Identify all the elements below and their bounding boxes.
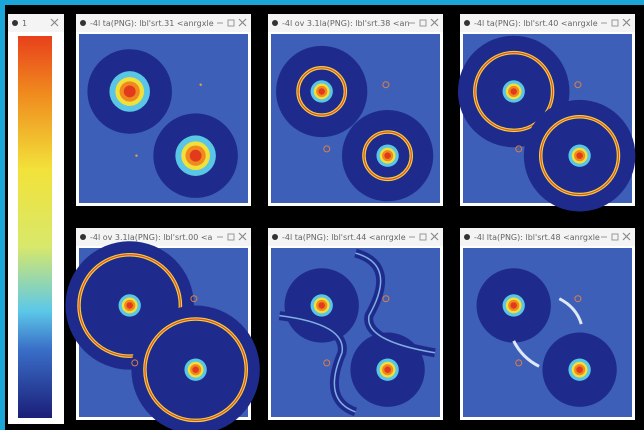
window-title: -4l ov 3.1la(PNG): lbl'srt.38 <an [282, 19, 410, 28]
desktop: 1 -4l ta(PNG): lbl'srt.31 <anrgxle -4l ov … [0, 0, 644, 430]
hot-core [318, 302, 325, 309]
window-title: -4l ta(PNG): lbl'srt.31 <anrgxle [90, 19, 214, 28]
window-title: 1 [22, 19, 27, 28]
marker [135, 154, 137, 156]
hot-core [384, 152, 391, 159]
hot-core [318, 88, 325, 95]
window-icon [272, 234, 278, 240]
hot-core [192, 366, 199, 373]
hot-core [190, 150, 202, 162]
colorbar [18, 36, 52, 418]
window-icon [80, 20, 86, 26]
hot-core [510, 88, 517, 95]
hot-core [384, 366, 391, 373]
hot-core [126, 302, 133, 309]
marker [199, 84, 201, 86]
window-title: -4l ta(PNG): lbl'srt.44 <anrgxle [282, 233, 406, 242]
hot-core [510, 302, 517, 309]
screen: 1 -4l ta(PNG): lbl'srt.31 <anrgxle -4l ov … [0, 0, 644, 430]
hot-core [124, 86, 136, 98]
window-icon [80, 234, 86, 240]
window-icon [272, 20, 278, 26]
window-icon [12, 20, 18, 26]
hot-core [576, 366, 583, 373]
window-title: -4l ta(PNG): lbl'srt.40 <anrgxle [474, 19, 598, 28]
window-title: -4l lta(PNG): lbl'srt.48 <anrgxle [474, 233, 600, 242]
window-title: -4l ov 3.1la(PNG): lbl'srt.00 <a [90, 233, 213, 242]
hot-core [576, 152, 583, 159]
window-icon [464, 234, 470, 240]
window-icon [464, 20, 470, 26]
